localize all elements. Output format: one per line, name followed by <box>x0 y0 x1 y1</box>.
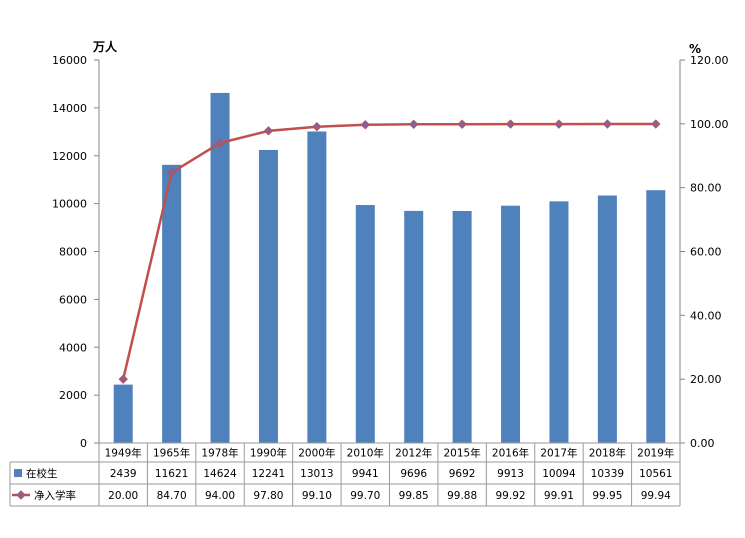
bar <box>597 195 617 443</box>
line-point <box>312 121 322 132</box>
left-axis-tick-label: 6000 <box>59 293 87 306</box>
line-point <box>215 138 225 148</box>
bar <box>307 131 327 443</box>
bar-series <box>113 92 666 444</box>
left-axis-tick-label: 10000 <box>52 198 87 211</box>
data-label: 99.92 <box>496 490 526 502</box>
legend-label: 净入学率 <box>34 489 76 502</box>
legend-label: 在校生 <box>26 467 58 480</box>
line-point <box>651 119 661 129</box>
data-label: 99.95 <box>592 490 622 502</box>
bar <box>646 190 666 443</box>
x-axis-tick-label: 2000年 <box>298 447 335 460</box>
left-axis-tick-label: 16000 <box>52 54 87 67</box>
data-label: 99.85 <box>399 490 429 502</box>
line-point <box>118 374 128 384</box>
data-label: 13013 <box>300 468 333 480</box>
x-axis-tick-label: 2010年 <box>347 447 384 460</box>
right-axis-tick-label: 80.00 <box>690 182 722 195</box>
data-label: 2439 <box>110 468 137 480</box>
data-label: 99.88 <box>447 490 477 502</box>
bar <box>355 205 375 443</box>
left-axis-tick-label: 12000 <box>52 150 87 163</box>
left-axis-tick-label: 4000 <box>59 341 87 354</box>
right-axis-unit: % <box>689 42 701 56</box>
right-axis-tick-label: 20.00 <box>690 373 722 386</box>
data-label: 9692 <box>449 468 476 480</box>
data-label: 99.10 <box>302 490 332 502</box>
data-label: 10561 <box>639 468 672 480</box>
data-label: 97.80 <box>253 490 283 502</box>
axes: 0 2000 4000 6000 8000 10000 12000 14000 16000 0.0… <box>52 54 729 450</box>
data-label: 9941 <box>352 468 379 480</box>
x-axis-tick-label: 1978年 <box>201 447 238 460</box>
data-label: 94.00 <box>205 490 235 502</box>
line-series <box>118 119 661 384</box>
data-label: 20.00 <box>108 490 138 502</box>
bar <box>162 164 182 443</box>
left-axis-tick-label: 8000 <box>59 246 87 259</box>
right-axis-tick-label: 100.00 <box>690 118 729 131</box>
data-label: 14624 <box>203 468 237 480</box>
x-axis-tick-label: 2012年 <box>395 447 432 460</box>
bar <box>113 384 133 443</box>
data-label: 9913 <box>497 468 524 480</box>
left-axis-tick-label: 14000 <box>52 102 87 115</box>
data-label: 99.91 <box>544 490 574 502</box>
bar <box>501 205 521 443</box>
x-axis-tick-label: 2015年 <box>444 447 481 460</box>
legend-key-bar <box>14 469 22 477</box>
bar <box>549 201 569 443</box>
bar <box>404 210 424 443</box>
data-label: 12241 <box>252 468 285 480</box>
x-axis-tick-label: 2018年 <box>589 447 626 460</box>
right-axis-tick-label: 120.00 <box>690 54 729 67</box>
data-label: 99.94 <box>641 490 671 502</box>
line-point <box>263 126 274 136</box>
bar <box>258 149 278 443</box>
line-point <box>554 119 564 129</box>
left-axis-tick-label: 0 <box>80 437 87 450</box>
data-label: 10094 <box>542 468 576 480</box>
right-axis-tick-label: 0.00 <box>690 437 715 450</box>
legend-key-marker <box>16 490 26 500</box>
x-axis-tick-label: 1965年 <box>153 447 190 460</box>
x-axis-tick-label: 2019年 <box>637 447 674 460</box>
line-point <box>409 119 419 130</box>
right-axis-tick-label: 40.00 <box>690 309 722 322</box>
line-point <box>360 120 370 130</box>
line-point <box>505 119 516 129</box>
data-label: 11621 <box>155 468 188 480</box>
data-label: 99.70 <box>350 490 380 502</box>
line-point <box>602 119 613 129</box>
x-axis-tick-label: 2016年 <box>492 447 529 460</box>
bar <box>452 210 472 443</box>
x-axis-tick-label: 1990年 <box>250 447 287 460</box>
line-path <box>121 122 656 380</box>
line-point <box>457 119 467 129</box>
data-label: 10339 <box>591 468 624 480</box>
data-label: 84.70 <box>157 490 187 502</box>
line-point <box>166 167 177 178</box>
data-label: 9696 <box>400 468 427 480</box>
x-axis-tick-label: 1949年 <box>105 447 142 460</box>
data-table: 1949年 1965年 1978年 1990年 2000年 2010年 2012年 2015年… <box>9 442 681 507</box>
left-axis-tick-label: 2000 <box>59 389 87 402</box>
x-axis-tick-label: 2017年 <box>540 447 577 460</box>
left-axis-unit: 万人 <box>92 39 118 54</box>
right-axis-tick-label: 60.00 <box>690 246 722 259</box>
bar <box>210 92 230 444</box>
